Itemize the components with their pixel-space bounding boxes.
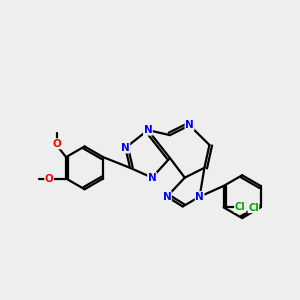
Text: Cl: Cl	[248, 203, 259, 213]
Text: O: O	[53, 139, 62, 149]
Text: N: N	[148, 172, 157, 183]
Text: N: N	[143, 125, 152, 135]
Text: N: N	[121, 143, 130, 153]
Text: N: N	[185, 120, 194, 130]
Text: O: O	[45, 173, 53, 184]
Text: Cl: Cl	[235, 202, 245, 212]
Text: N: N	[195, 192, 204, 202]
Text: N: N	[163, 192, 171, 202]
